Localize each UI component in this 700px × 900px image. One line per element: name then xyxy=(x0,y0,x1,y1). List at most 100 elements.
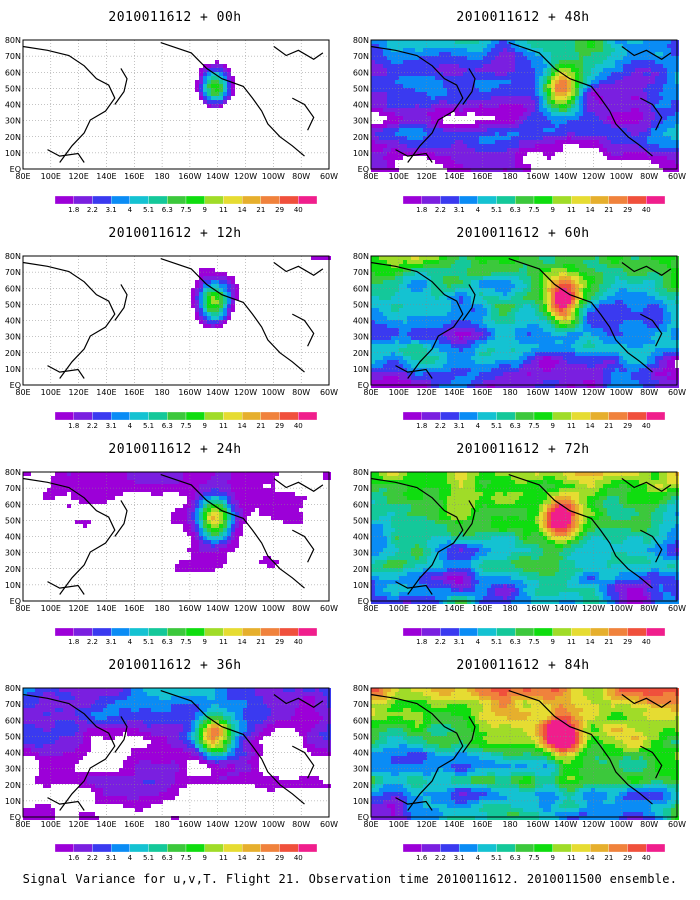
lon-tick-label: 100W xyxy=(610,604,633,613)
panel-title: 2010011612 + 24h xyxy=(108,442,242,457)
colorbar-label: 6.3 xyxy=(162,206,173,214)
colorbar-label: 11 xyxy=(567,206,576,214)
colorbar-swatch xyxy=(515,843,535,853)
lon-tick-label: 60W xyxy=(320,388,338,397)
lon-tick-label: 100E xyxy=(41,172,61,181)
colorbar-label: 5.1 xyxy=(143,206,154,214)
lon-tick-label: 160E xyxy=(124,172,144,181)
lon-tick-label: 120W xyxy=(582,388,605,397)
panel-36h: 2010011612 + 36h 80N 70N 60N 50N 40N 30N 20N 10… xyxy=(5,648,345,863)
colorbar-swatch xyxy=(608,843,628,853)
colorbar-swatch xyxy=(515,627,535,637)
colorbar-swatch xyxy=(421,843,441,853)
lon-tick-label: 160E xyxy=(472,172,492,181)
lon-tick-label: 120E xyxy=(68,388,88,397)
colorbar-label: 3.1 xyxy=(454,206,465,214)
colorbar-swatch xyxy=(298,411,318,421)
colorbar-swatch xyxy=(204,843,224,853)
colorbar-swatch xyxy=(571,195,591,205)
colorbar-swatch xyxy=(646,195,666,205)
colorbar-swatch xyxy=(167,843,187,853)
colorbar-label: 4 xyxy=(476,854,481,862)
lon-tick-label: 120W xyxy=(234,388,257,397)
colorbar-label: 1.8 xyxy=(416,638,427,646)
colorbar-label: 21 xyxy=(256,422,265,430)
lat-tick-label: 20N xyxy=(5,349,21,358)
colorbar-swatch xyxy=(110,627,131,637)
colorbar-swatch xyxy=(204,627,224,637)
colorbar-label: 11 xyxy=(567,854,576,862)
colorbar-swatch xyxy=(110,195,131,205)
lat-tick-label: 30N xyxy=(5,117,21,126)
colorbar-swatch xyxy=(92,843,112,853)
colorbar-label: 11 xyxy=(219,206,228,214)
lon-tick-label: 160W xyxy=(526,172,549,181)
lon-tick-label: 80W xyxy=(292,172,310,181)
colorbar-label: 5.1 xyxy=(143,854,154,862)
lon-tick-label: 120W xyxy=(582,604,605,613)
lat-tick-label: 80N xyxy=(353,468,369,477)
lat-tick-label: 50N xyxy=(5,300,21,309)
lon-tick-label: 100W xyxy=(610,820,633,829)
colorbar-swatch xyxy=(552,195,572,205)
colorbar-swatch xyxy=(552,411,572,421)
colorbar-swatch xyxy=(92,627,112,637)
colorbar-label: 3.1 xyxy=(106,206,117,214)
colorbar-swatch xyxy=(477,195,497,205)
lon-tick-label: 120W xyxy=(234,820,257,829)
colorbar-swatch xyxy=(110,411,131,421)
colorbar-swatch xyxy=(279,627,299,637)
colorbar-swatch xyxy=(533,195,553,205)
lon-tick-label: 180 xyxy=(502,388,517,397)
colorbar-label: 11 xyxy=(567,638,576,646)
lon-tick-label: 100W xyxy=(262,604,285,613)
colorbar-swatch xyxy=(167,195,187,205)
lon-tick-label: 180 xyxy=(502,820,517,829)
lat-tick-label: 50N xyxy=(353,516,369,525)
lon-tick-label: 60W xyxy=(320,172,338,181)
lat-tick-label: 50N xyxy=(5,516,21,525)
colorbar-label: 4 xyxy=(476,638,481,646)
lon-tick-label: 180 xyxy=(154,604,169,613)
lat-tick-label: 70N xyxy=(353,52,369,61)
lon-tick-label: 160E xyxy=(472,388,492,397)
colorbar-swatch xyxy=(241,411,262,421)
variance-field xyxy=(371,40,679,172)
lon-tick-label: 80E xyxy=(15,604,30,613)
lon-tick-label: 140E xyxy=(96,820,116,829)
lon-tick-label: 180 xyxy=(502,172,517,181)
colorbar-swatch xyxy=(148,843,168,853)
colorbar-swatch xyxy=(552,627,572,637)
colorbar-swatch xyxy=(129,195,149,205)
colorbar-swatch xyxy=(496,843,516,853)
panel-24h: 2010011612 + 24h 80N 70N 60N 50N 40N 30N 20N 10… xyxy=(5,432,345,647)
colorbar-swatch xyxy=(421,627,441,637)
lat-tick-label: 20N xyxy=(5,133,21,142)
lat-tick-label: EQ xyxy=(358,165,369,174)
lon-tick-label: 100W xyxy=(262,388,285,397)
lat-tick-label: 80N xyxy=(5,468,21,477)
lon-tick-label: 100W xyxy=(262,820,285,829)
colorbar-label: 29 xyxy=(623,206,632,214)
colorbar-label: 21 xyxy=(256,206,265,214)
colorbar-label: 29 xyxy=(275,638,284,646)
colorbar-label: 4 xyxy=(128,206,133,214)
colorbar-swatch xyxy=(571,411,591,421)
colorbar-label: 1.8 xyxy=(68,638,79,646)
colorbar-swatch xyxy=(589,195,610,205)
lon-tick-label: 160W xyxy=(526,820,549,829)
colorbar-label: 7.5 xyxy=(180,206,191,214)
colorbar-label: 40 xyxy=(294,422,303,430)
colorbar-label: 5.1 xyxy=(491,638,502,646)
lon-tick-label: 60W xyxy=(320,820,338,829)
colorbar-label: 29 xyxy=(623,638,632,646)
colorbar-swatch xyxy=(92,195,112,205)
colorbar-label: 2.2 xyxy=(87,422,98,430)
panel-title: 2010011612 + 60h xyxy=(456,226,590,241)
colorbar-label: 3.1 xyxy=(106,638,117,646)
colorbar-swatch xyxy=(440,627,460,637)
colorbar-label: 40 xyxy=(642,854,651,862)
